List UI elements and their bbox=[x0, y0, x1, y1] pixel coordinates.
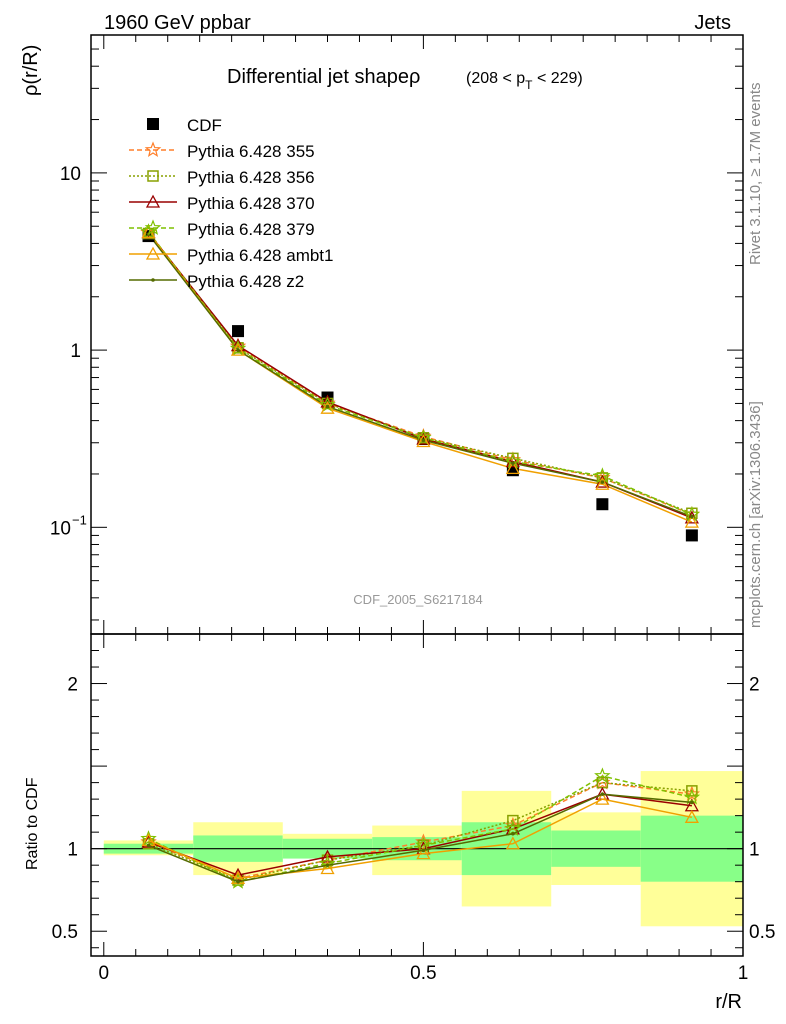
header-right: Jets bbox=[694, 12, 731, 34]
mcplots-label: mcplots.cern.ch [arXiv:1306.3436] bbox=[747, 401, 764, 628]
ratio-y-tick-label-right: 2 bbox=[749, 675, 760, 696]
rivet-label: Rivet 3.1.10, ≥ 1.7M events bbox=[747, 83, 764, 266]
legend-label: Pythia 6.428 370 bbox=[187, 194, 315, 213]
marker-square bbox=[506, 464, 519, 477]
marker-dot bbox=[511, 461, 515, 466]
legend-label: Pythia 6.428 z2 bbox=[187, 272, 304, 291]
marker-open-triangle bbox=[320, 861, 335, 875]
marker-dot bbox=[511, 832, 515, 836]
marker-square bbox=[147, 118, 159, 130]
marker-star bbox=[594, 767, 611, 784]
marker-star bbox=[504, 820, 522, 836]
legend-label: Pythia 6.428 ambt1 bbox=[187, 246, 333, 265]
main-ylabel: ρ(r/R) bbox=[20, 45, 42, 96]
marker-star bbox=[144, 219, 162, 236]
ratio-series-line bbox=[148, 798, 693, 880]
ratio-y-tick-label-right: 0.5 bbox=[749, 922, 775, 943]
main-y-tick-label: 10 bbox=[50, 518, 71, 539]
marker-dot bbox=[146, 843, 151, 848]
marker-open-triangle bbox=[595, 476, 610, 490]
ratio-y-tick-label-left: 2 bbox=[67, 675, 78, 696]
chart-title-range: (208 < pT < 229) bbox=[466, 70, 583, 92]
x-axis-label: r/R bbox=[715, 991, 742, 1013]
x-tick-label: 0.5 bbox=[410, 963, 436, 984]
marker-square bbox=[685, 529, 698, 542]
marker-dot bbox=[690, 514, 694, 519]
legend-label: Pythia 6.428 379 bbox=[187, 220, 315, 239]
marker-dot bbox=[421, 848, 426, 853]
marker-open-triangle bbox=[230, 342, 246, 356]
marker-open-triangle bbox=[320, 400, 335, 414]
chart-title-main: Differential jet shapeρ bbox=[227, 66, 420, 88]
marker-star bbox=[683, 788, 701, 805]
ratio-y-tick-label-left: 1 bbox=[67, 840, 78, 861]
marker-dot bbox=[600, 480, 605, 484]
marker-dot bbox=[236, 348, 240, 352]
legend-label: CDF bbox=[187, 116, 222, 135]
main-y-tick-label: 1 bbox=[70, 341, 81, 362]
marker-open-triangle bbox=[145, 194, 161, 208]
ratio-y-tick-label-left: 0.5 bbox=[52, 922, 78, 943]
marker-open-square bbox=[147, 170, 159, 182]
marker-star bbox=[144, 141, 162, 158]
marker-square bbox=[232, 325, 245, 338]
marker-dot bbox=[600, 792, 605, 796]
marker-dot bbox=[151, 278, 155, 282]
marker-dot bbox=[325, 863, 330, 867]
marker-open-square bbox=[686, 785, 698, 797]
chart-title: Differential jet shapeρ bbox=[227, 66, 420, 88]
legend-label: Pythia 6.428 355 bbox=[187, 142, 315, 161]
analysis-watermark: CDF_2005_S6217184 bbox=[353, 592, 482, 607]
marker-open-triangle bbox=[416, 846, 431, 860]
marker-dot bbox=[325, 404, 330, 409]
marker-open-triangle bbox=[684, 514, 699, 528]
header-left: 1960 GeV ppbar bbox=[104, 12, 251, 34]
marker-square bbox=[596, 498, 609, 511]
x-tick-label: 1 bbox=[738, 963, 749, 984]
ratio-y-tick-label-right: 1 bbox=[749, 840, 760, 861]
marker-open-triangle bbox=[505, 454, 520, 468]
legend: CDF Pythia 6.428 355 Pythia 6.428 356 Pythi… bbox=[129, 116, 333, 291]
marker-open-triangle bbox=[595, 791, 610, 805]
marker-dot bbox=[690, 800, 694, 805]
legend-label: Pythia 6.428 356 bbox=[187, 168, 315, 187]
marker-star bbox=[140, 830, 157, 846]
marker-open-triangle bbox=[416, 434, 431, 448]
marker-open-square bbox=[507, 814, 519, 827]
main-y-tick-label: 10 bbox=[60, 164, 81, 185]
marker-open-triangle bbox=[684, 809, 699, 823]
ratio-panel: 0 0.5 10.5 0.51 12 2 bbox=[52, 35, 775, 984]
marker-open-triangle bbox=[145, 246, 161, 260]
marker-dot bbox=[421, 438, 426, 443]
main-y-tick-label-exponent: −1 bbox=[72, 512, 87, 527]
ratio-ylabel: Ratio to CDF bbox=[24, 777, 41, 870]
marker-dot bbox=[236, 879, 240, 884]
x-tick-label: 0 bbox=[98, 963, 109, 984]
marker-open-triangle bbox=[505, 461, 520, 475]
ratio-frame bbox=[90, 633, 744, 957]
marker-open-triangle bbox=[505, 836, 520, 850]
